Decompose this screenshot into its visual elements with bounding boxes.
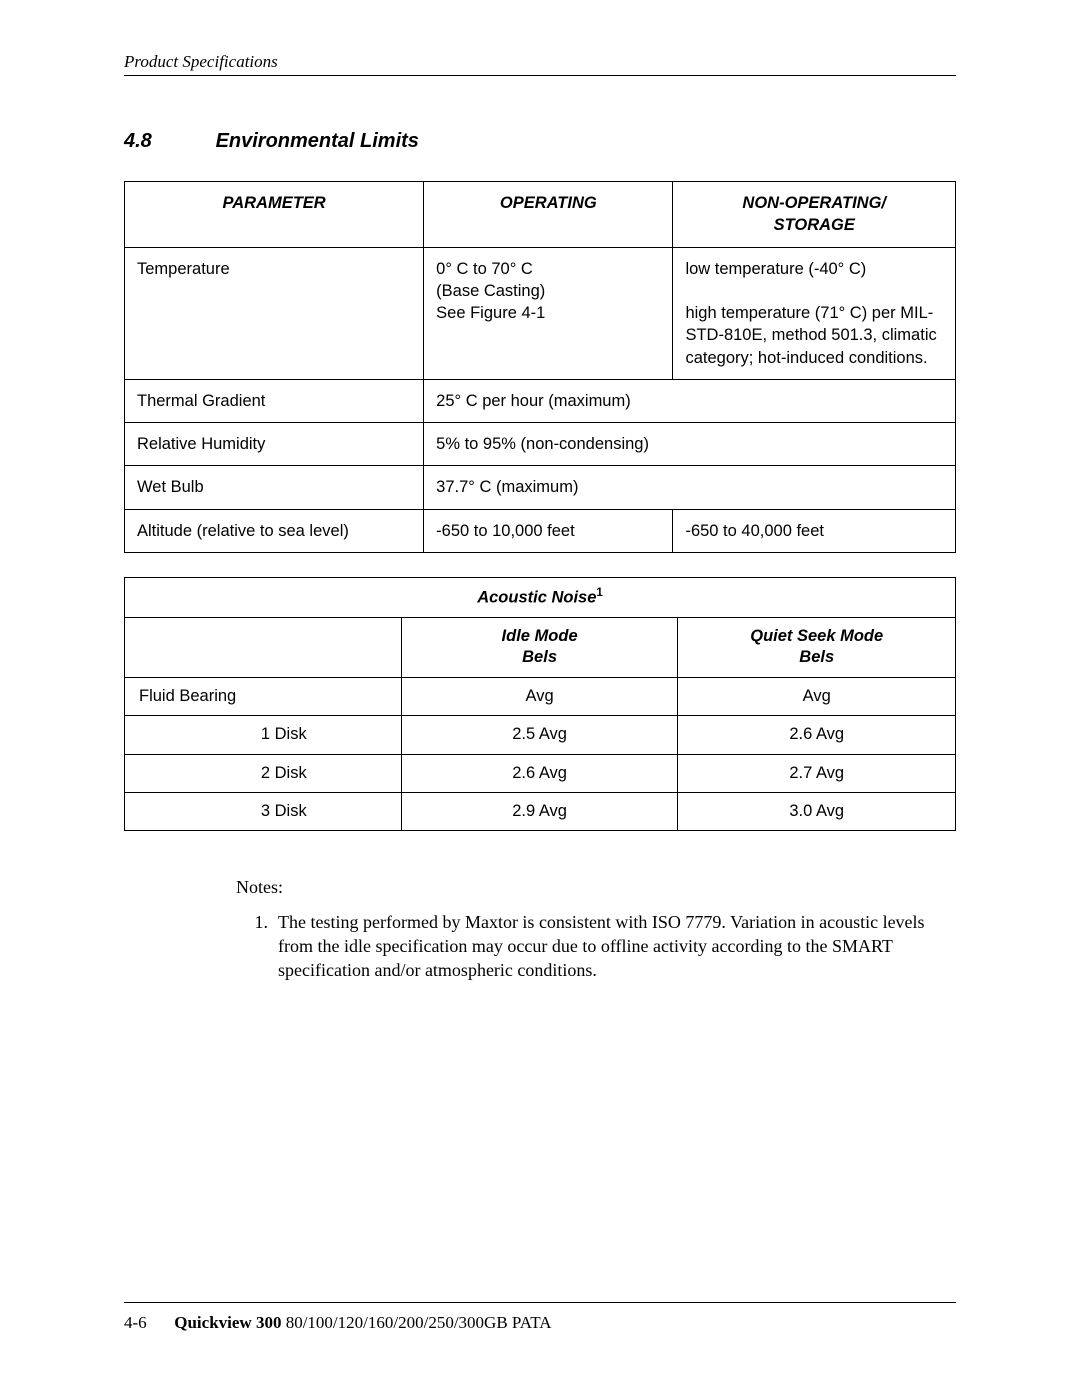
cell-value: 5% to 95% (non-condensing)	[424, 423, 956, 466]
cell-param: Temperature	[125, 247, 424, 379]
page: Product Specifications 4.8 Environmental…	[0, 0, 1080, 1397]
noise-col-blank	[125, 617, 402, 677]
temp-nonop-l1: low temperature (-40° C)	[685, 260, 866, 278]
table-row: Wet Bulb 37.7° C (maximum)	[125, 466, 956, 509]
cell-operating: 0° C to 70° C (Base Casting) See Figure …	[424, 247, 673, 379]
cell-nonop: low temperature (-40° C) high temperatur…	[673, 247, 956, 379]
noise-idle: 2.9 Avg	[401, 793, 678, 831]
section-name: Environmental Limits	[216, 130, 419, 152]
section-title: 4.8 Environmental Limits	[124, 130, 956, 153]
noise-col-idle: Idle Mode Bels	[401, 617, 678, 677]
table-row: Temperature 0° C to 70° C (Base Casting)…	[125, 247, 956, 379]
cell-value: 37.7° C (maximum)	[424, 466, 956, 509]
temp-op-l3: See Figure 4-1	[436, 304, 545, 322]
cell-operating: -650 to 10,000 feet	[424, 509, 673, 552]
footer-page-number: 4-6	[124, 1313, 170, 1333]
noise-title-text: Acoustic Noise	[477, 588, 596, 606]
noise-idle: Avg	[401, 677, 678, 715]
note-item: 1.The testing performed by Maxtor is con…	[236, 910, 956, 983]
noise-seek: Avg	[678, 677, 956, 715]
col-nonop-l2: STORAGE	[774, 216, 855, 234]
header-rule	[124, 75, 956, 76]
table-row: 3 Disk2.9 Avg3.0 Avg	[125, 793, 956, 831]
seek-l1: Quiet Seek Mode	[750, 627, 883, 645]
col-operating: OPERATING	[424, 182, 673, 248]
environmental-limits-table: PARAMETER OPERATING NON-OPERATING/ STORA…	[124, 181, 956, 553]
footer-rest: 80/100/120/160/200/250/300GB PATA	[286, 1313, 552, 1332]
cell-param: Wet Bulb	[125, 466, 424, 509]
noise-idle: 2.5 Avg	[401, 716, 678, 754]
cell-param: Altitude (relative to sea level)	[125, 509, 424, 552]
cell-nonop: -650 to 40,000 feet	[673, 509, 956, 552]
running-head: Product Specifications	[124, 52, 956, 72]
col-nonop-l1: NON-OPERATING/	[742, 194, 886, 212]
footer-line: 4-6 Quickview 300 80/100/120/160/200/250…	[124, 1313, 956, 1333]
col-parameter: PARAMETER	[125, 182, 424, 248]
idle-l2: Bels	[522, 648, 557, 666]
noise-seek: 3.0 Avg	[678, 793, 956, 831]
noise-label: 2 Disk	[125, 754, 402, 792]
note-number: 1.	[236, 910, 278, 983]
noise-idle: 2.6 Avg	[401, 754, 678, 792]
table-row: 2 Disk2.6 Avg2.7 Avg	[125, 754, 956, 792]
cell-param: Relative Humidity	[125, 423, 424, 466]
noise-label: Fluid Bearing	[125, 677, 402, 715]
col-nonoperating: NON-OPERATING/ STORAGE	[673, 182, 956, 248]
temp-nonop-l2: high temperature (71° C) per MIL-STD-810…	[685, 304, 936, 367]
idle-l1: Idle Mode	[502, 627, 578, 645]
temp-op-l2: (Base Casting)	[436, 282, 545, 300]
noise-seek: 2.7 Avg	[678, 754, 956, 792]
section-number: 4.8	[124, 130, 210, 153]
table-row: 1 Disk2.5 Avg2.6 Avg	[125, 716, 956, 754]
acoustic-noise-table: Acoustic Noise1 Idle Mode Bels Quiet See…	[124, 577, 956, 832]
noise-label: 1 Disk	[125, 716, 402, 754]
page-footer: 4-6 Quickview 300 80/100/120/160/200/250…	[124, 1294, 956, 1333]
table-row: Thermal Gradient 25° C per hour (maximum…	[125, 379, 956, 422]
note-text: The testing performed by Maxtor is consi…	[278, 910, 956, 983]
table-row: Fluid BearingAvgAvg	[125, 677, 956, 715]
footer-title: Quickview 300	[174, 1313, 285, 1332]
noise-label: 3 Disk	[125, 793, 402, 831]
notes-label: Notes:	[236, 875, 956, 899]
cell-param: Thermal Gradient	[125, 379, 424, 422]
table-row: Relative Humidity 5% to 95% (non-condens…	[125, 423, 956, 466]
noise-col-seek: Quiet Seek Mode Bels	[678, 617, 956, 677]
temp-op-l1: 0° C to 70° C	[436, 260, 533, 278]
table-row: Altitude (relative to sea level) -650 to…	[125, 509, 956, 552]
cell-value: 25° C per hour (maximum)	[424, 379, 956, 422]
noise-seek: 2.6 Avg	[678, 716, 956, 754]
noise-title: Acoustic Noise1	[125, 577, 956, 617]
noise-title-sup: 1	[596, 587, 602, 599]
notes-block: Notes: 1.The testing performed by Maxtor…	[236, 875, 956, 982]
footer-rule	[124, 1302, 956, 1303]
seek-l2: Bels	[799, 648, 834, 666]
